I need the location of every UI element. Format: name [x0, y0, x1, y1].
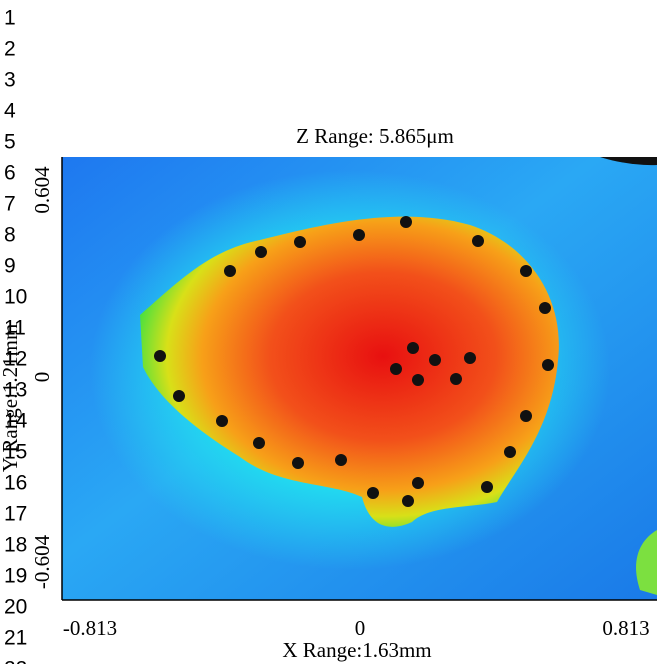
y-axis-label: Y Range:1.21mm: [0, 324, 22, 473]
line-number: 6: [4, 162, 16, 185]
line-number: 14: [4, 410, 28, 433]
line-number: 20: [4, 596, 27, 619]
line-number: 4: [4, 100, 16, 123]
y-tick-label: 0: [30, 372, 54, 383]
line-number: 16: [4, 472, 27, 495]
height-map: [62, 157, 657, 600]
line-number: 13: [4, 379, 27, 402]
line-number: 2: [4, 38, 16, 61]
line-number: 5: [4, 131, 16, 154]
y-tick-label: -0.604: [30, 534, 54, 589]
line-number: 17: [4, 503, 27, 526]
figure-title: Z Range: 5.865μm: [296, 124, 454, 148]
line-numbers: 12345678910111213141516171819202122: [4, 7, 28, 664]
line-number: 11: [4, 317, 26, 340]
line-number: 3: [4, 69, 16, 92]
line-number: 9: [4, 255, 16, 278]
line-number: 18: [4, 534, 27, 557]
x-axis-label: X Range:1.63mm: [282, 638, 431, 662]
line-number: 21: [4, 627, 27, 650]
x-tick-label: 0: [355, 616, 366, 640]
line-number: 22: [4, 658, 27, 664]
x-tick-label: 0.813: [602, 616, 649, 640]
line-number: 12: [4, 348, 27, 371]
line-number: 15: [4, 441, 27, 464]
line-number: 10: [4, 286, 27, 309]
line-number: 19: [4, 565, 27, 588]
y-tick-label: 0.604: [30, 166, 54, 214]
x-tick-label: -0.813: [63, 616, 117, 640]
line-number: 1: [4, 7, 16, 30]
line-number: 8: [4, 224, 16, 247]
line-number: 7: [4, 193, 16, 216]
markers: [154, 216, 554, 507]
